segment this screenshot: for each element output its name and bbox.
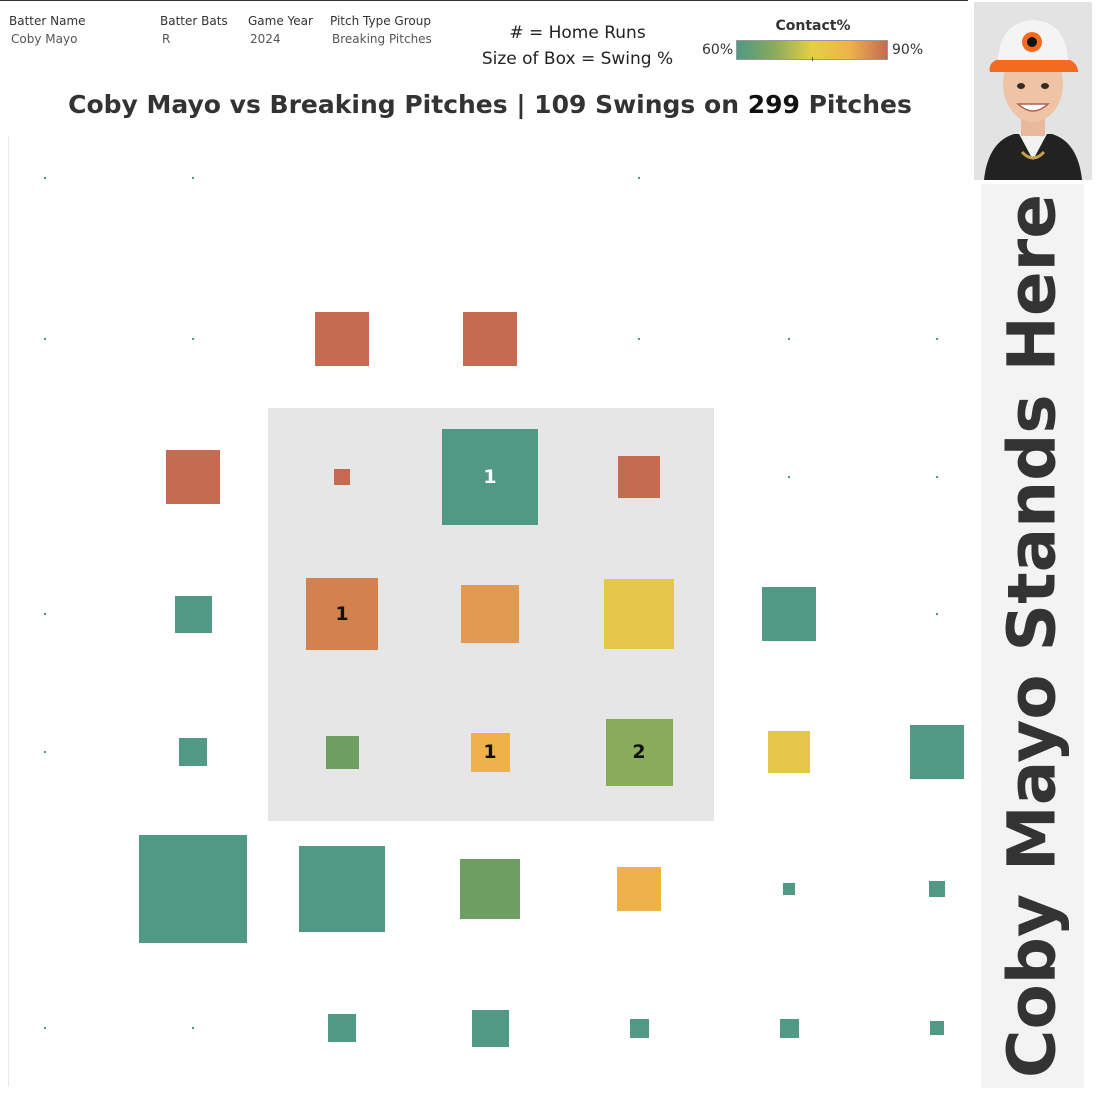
- filter-3[interactable]: Pitch Type Group Breaking Pitches: [330, 14, 432, 46]
- hr-note: # = Home Runs: [509, 23, 646, 43]
- contact-color-scale: [736, 40, 888, 61]
- zone-cell-r2-c4: [618, 456, 660, 498]
- filter-value: Coby Mayo: [11, 32, 78, 46]
- zone-cell-r3-c4: [604, 579, 674, 649]
- zone-cell-r5-c6: [929, 881, 945, 897]
- zone-cell-r4-c0: [44, 751, 46, 753]
- filter-1[interactable]: Batter Bats R: [160, 14, 228, 46]
- player-headshot: [974, 2, 1092, 180]
- scale-midpoint-tick: [812, 57, 813, 61]
- filter-0[interactable]: Batter Name Coby Mayo: [9, 14, 86, 46]
- zone-cell-r1-c4: [638, 338, 640, 340]
- zone-cell-r1-c3: [463, 312, 517, 366]
- zone-cell-r1-c5: [788, 338, 790, 340]
- zone-cell-r6-c4: [629, 1018, 649, 1038]
- zone-cell-r5-c4: [617, 867, 661, 911]
- top-divider: [0, 0, 968, 1]
- zone-cell-r5-c3: [460, 859, 520, 919]
- zone-cell-r2-c5: [788, 476, 790, 478]
- size-note: Size of Box = Swing %: [481, 49, 674, 69]
- zone-cell-r0-c1: [192, 177, 194, 179]
- title-prefix: Coby Mayo vs Breaking Pitches | 109 Swin…: [68, 90, 748, 119]
- filter-label: Game Year: [248, 14, 313, 28]
- home-run-count: 1: [483, 466, 497, 488]
- home-run-count: 2: [632, 741, 646, 763]
- zone-cell-r1-c2: [315, 312, 369, 366]
- zone-cell-r1-c1: [192, 338, 194, 340]
- title-pitch-count: 299: [747, 90, 800, 119]
- zone-cell-r3-c1: [174, 595, 212, 633]
- batter-stand-panel: Coby Mayo Stands Here: [981, 184, 1084, 1088]
- zone-cell-r6-c1: [192, 1027, 194, 1029]
- filter-label: Pitch Type Group: [330, 14, 431, 28]
- zone-cell-r6-c3: [471, 1009, 509, 1047]
- filter-label: Batter Bats: [160, 14, 228, 28]
- zone-cell-r3-c0: [44, 613, 46, 615]
- zone-cell-r3-c2: 1: [306, 578, 378, 650]
- zone-cell-r5-c2: [299, 846, 385, 932]
- zone-cell-r3-c3: [461, 585, 519, 643]
- zone-cell-r2-c1: [166, 450, 220, 504]
- player-photo-illustration: [974, 2, 1092, 180]
- zone-cell-r4-c3: 1: [470, 732, 510, 772]
- title-suffix: Pitches: [799, 90, 912, 119]
- zone-cell-r2-c6: [936, 476, 938, 478]
- contact-legend-max: 90%: [892, 42, 924, 58]
- filter-label: Batter Name: [9, 14, 86, 28]
- zone-cell-r4-c2: [325, 735, 359, 769]
- legend-note: # = Home Runs Size of Box = Swing %: [475, 20, 680, 72]
- filter-value: R: [162, 32, 171, 46]
- batter-stand-label: Coby Mayo Stands Here: [993, 194, 1071, 1078]
- zone-cell-r4-c4: 2: [605, 718, 673, 786]
- home-run-count: 1: [483, 741, 497, 763]
- filter-value: 2024: [250, 32, 281, 46]
- zone-cell-r6-c0: [44, 1027, 46, 1029]
- chart-title: Coby Mayo vs Breaking Pitches | 109 Swin…: [40, 90, 940, 119]
- zone-cell-r1-c6: [936, 338, 938, 340]
- zone-cell-r4-c5: [768, 731, 810, 773]
- home-run-count: 1: [335, 603, 349, 625]
- zone-cell-r6-c2: [328, 1014, 356, 1042]
- zone-cell-r3-c6: [936, 613, 938, 615]
- contact-legend-min: 60%: [702, 42, 734, 58]
- zone-cell-r5-c1: [139, 835, 247, 943]
- zone-cell-r5-c5: [783, 883, 795, 895]
- zone-cell-r2-c2: [334, 469, 350, 485]
- zone-cell-r1-c0: [44, 338, 46, 340]
- zone-cell-r6-c6: [930, 1021, 944, 1035]
- zone-cell-r0-c0: [44, 177, 46, 179]
- zone-cell-r6-c5: [779, 1018, 799, 1038]
- plot-left-border: [8, 136, 9, 1086]
- zone-cell-r4-c6: [910, 725, 964, 779]
- contact-legend-title: Contact%: [775, 18, 851, 34]
- zone-cell-r2-c3: 1: [442, 429, 538, 525]
- zone-cell-r0-c4: [638, 177, 640, 179]
- filter-2[interactable]: Game Year 2024: [248, 14, 313, 46]
- filter-value: Breaking Pitches: [332, 32, 432, 46]
- zone-cell-r3-c5: [762, 587, 816, 641]
- zone-cell-r4-c1: [179, 738, 207, 766]
